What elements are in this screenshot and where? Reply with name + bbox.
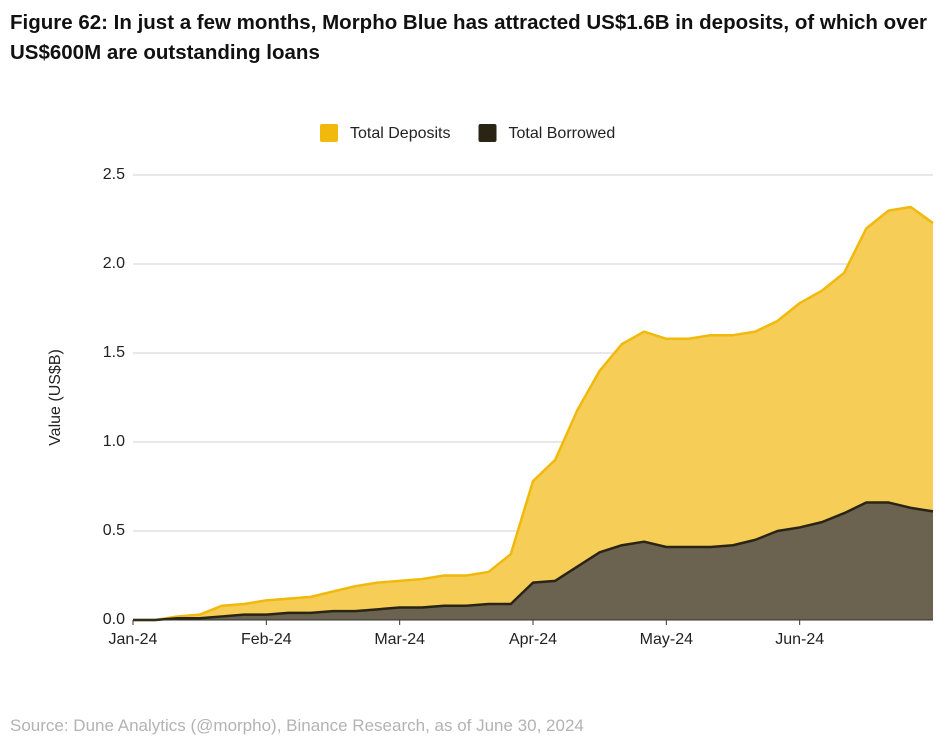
line — [133, 501, 934, 622]
legend-swatch — [478, 124, 497, 142]
x-tick-label: Feb-24 — [241, 631, 292, 648]
y-tick-label: 1.0 — [103, 433, 125, 450]
area — [133, 207, 933, 621]
y-tick-label: 2.0 — [103, 255, 125, 272]
area — [133, 502, 933, 620]
x-tick-label: May-24 — [640, 631, 693, 648]
y-tick-label: 0.5 — [103, 522, 125, 539]
y-tick-label: 0.0 — [103, 611, 125, 628]
line — [133, 205, 934, 622]
legend-label: Total Deposits — [350, 125, 451, 142]
y-tick-label: 1.5 — [103, 344, 125, 361]
x-tick-label: Mar-24 — [374, 631, 425, 648]
x-tick-label: Jan-24 — [109, 631, 158, 648]
legend-label: Total Borrowed — [509, 125, 616, 142]
chart-title: Figure 62: In just a few months, Morpho … — [10, 11, 927, 64]
source-note: Source: Dune Analytics (@morpho), Binanc… — [10, 716, 584, 735]
x-tick-label: Jun-24 — [775, 631, 824, 648]
y-tick-label: 2.5 — [103, 166, 125, 183]
legend-swatch — [320, 124, 338, 142]
y-axis-label: Value (US$B) — [47, 349, 64, 446]
x-tick-label: Apr-24 — [509, 631, 557, 648]
